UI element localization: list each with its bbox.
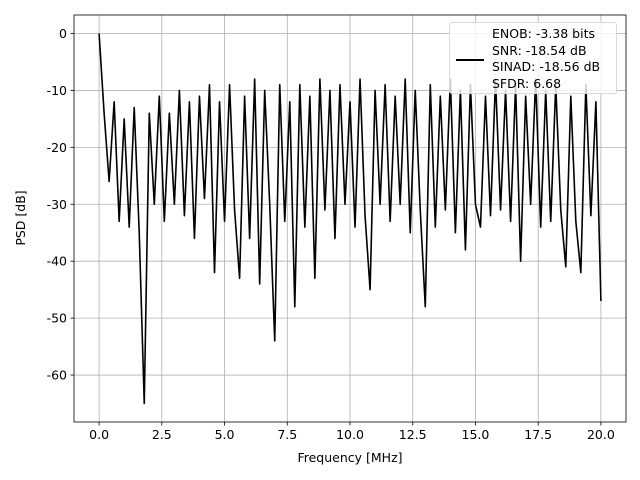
y-tick-label: -20 — [47, 140, 67, 155]
x-tick-label: 15.0 — [462, 427, 490, 442]
y-tick-label: -10 — [47, 83, 67, 98]
y-tick-label: -60 — [47, 368, 67, 383]
legend-label: ENOB: -3.38 bits SNR: -18.54 dB SINAD: -… — [492, 26, 601, 91]
y-tick-label: 0 — [59, 26, 67, 41]
x-axis-label: Frequency [MHz] — [297, 450, 402, 465]
x-tick-label: 17.5 — [524, 427, 552, 442]
y-tick-label: -30 — [47, 197, 67, 212]
data-line — [98, 33, 602, 405]
legend-line — [456, 59, 484, 61]
y-tick-label: -50 — [47, 311, 67, 326]
legend: ENOB: -3.38 bits SNR: -18.54 dB SINAD: -… — [449, 22, 617, 94]
x-tick-label: 20.0 — [587, 427, 615, 442]
x-tick-label: 10.0 — [336, 427, 364, 442]
y-axis-label: PSD [dB] — [13, 190, 28, 245]
x-tick-label: 5.0 — [215, 427, 235, 442]
x-tick-label: 12.5 — [399, 427, 427, 442]
plot-frame — [73, 14, 627, 423]
x-tick-label: 2.5 — [152, 427, 172, 442]
y-tick-label: -40 — [47, 254, 67, 269]
x-tick-label: 0.0 — [89, 427, 109, 442]
x-tick-label: 7.5 — [277, 427, 297, 442]
